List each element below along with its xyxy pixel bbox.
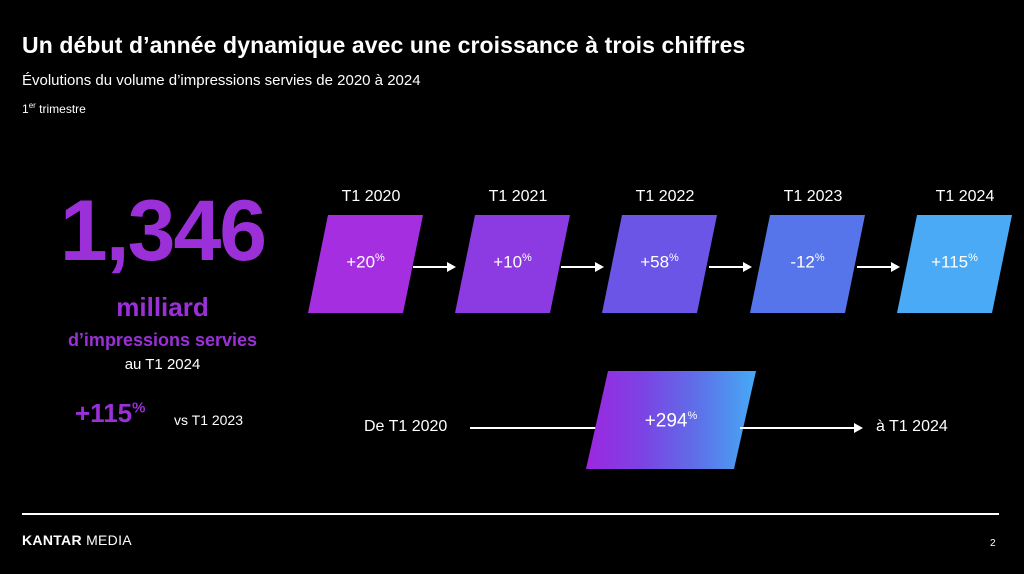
quarter-growth-suffix: %	[814, 252, 825, 264]
quarter-growth-value: +20	[346, 252, 376, 272]
kpi-value: 1,346	[59, 183, 267, 279]
quarter-label: T1 2021	[488, 188, 548, 205]
total-to-label: à T1 2024	[876, 418, 948, 435]
kpi-description: d’impressions servies	[67, 330, 258, 350]
arrow-right-icon	[891, 262, 900, 272]
footer-divider	[22, 513, 999, 515]
quarter-label: T1 2020	[341, 188, 401, 205]
quarter-shape	[455, 215, 570, 313]
quarter-growth-suffix: %	[522, 252, 532, 264]
kpi-growth-suffix: %	[132, 399, 146, 417]
quarter-growth: +20%	[308, 252, 423, 273]
quarter-shape	[897, 215, 1012, 313]
period-text: trimestre	[35, 102, 86, 116]
kpi-growth: +115%	[75, 398, 145, 429]
total-shape	[586, 371, 756, 469]
total-from-label: De T1 2020	[364, 418, 448, 435]
brand-logo: KANTAR MEDIA	[22, 532, 132, 548]
kpi-compare: vs T1 2023	[174, 412, 244, 428]
arrow-right-icon	[743, 262, 752, 272]
arrow-line	[857, 266, 891, 268]
arrow-line	[470, 427, 605, 429]
arrow-right-icon	[447, 262, 456, 272]
quarter-shape	[308, 215, 423, 313]
quarter-growth-suffix: %	[968, 252, 978, 264]
arrow-right-icon	[595, 262, 604, 272]
page-number: 2	[990, 538, 996, 549]
kpi-growth-value: +115	[75, 398, 133, 428]
brand-name-rest: MEDIA	[81, 532, 132, 548]
arrow-line	[561, 266, 595, 268]
kpi-period: au T1 2024	[124, 356, 201, 373]
page-title: Un début d’année dynamique avec une croi…	[22, 32, 746, 58]
brand-name-bold: KANTAR	[22, 532, 82, 548]
quarter-label: T1 2024	[935, 188, 995, 205]
arrow-line	[740, 427, 854, 429]
quarter-growth-value: +10	[493, 252, 523, 272]
arrow-line	[413, 266, 447, 268]
period-number: 1	[22, 102, 29, 116]
quarter-growth-suffix: %	[375, 252, 385, 264]
arrow-line	[709, 266, 743, 268]
quarter-growth: +115%	[897, 252, 1012, 273]
quarter-growth: +58%	[602, 252, 717, 273]
quarter-shape	[602, 215, 717, 313]
quarter-growth-value: +115	[931, 252, 969, 272]
kpi-unit: milliard	[116, 292, 209, 322]
total-growth-value: +294	[644, 410, 688, 432]
quarter-growth-suffix: %	[669, 252, 679, 264]
quarter-label: T1 2023	[783, 188, 843, 205]
quarter-growth: +10%	[455, 252, 570, 273]
period-suffix: er	[28, 101, 36, 110]
page-subtitle: Évolutions du volume d’impressions servi…	[22, 72, 421, 89]
period-label: 1er trimestre	[22, 101, 86, 116]
quarter-shape	[750, 215, 865, 313]
quarter-label: T1 2022	[635, 188, 695, 205]
quarter-growth-value: -12	[790, 252, 815, 272]
quarter-growth: -12%	[750, 252, 865, 273]
total-growth: +294%	[586, 410, 756, 432]
total-growth-suffix: %	[687, 410, 698, 422]
arrow-right-icon	[854, 423, 863, 433]
quarter-growth-value: +58	[640, 252, 670, 272]
